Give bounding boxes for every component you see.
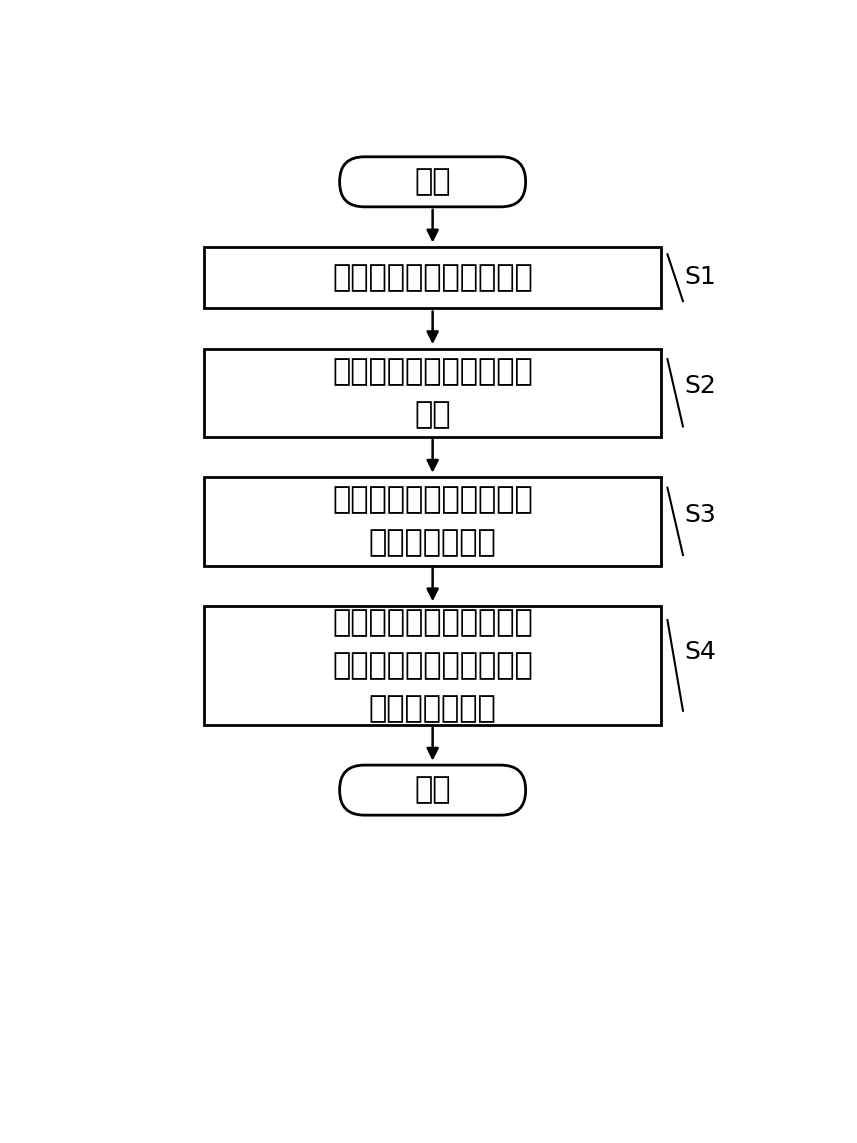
Text: 获取与该槽位对应的地址
信号: 获取与该槽位对应的地址 信号	[333, 357, 533, 429]
Text: 结束: 结束	[415, 776, 451, 805]
Text: S2: S2	[685, 374, 716, 398]
Text: 接收板卡发出的类型信号: 接收板卡发出的类型信号	[333, 263, 533, 293]
Text: S1: S1	[685, 265, 716, 289]
FancyBboxPatch shape	[339, 157, 525, 207]
Bar	[204, 247, 662, 309]
FancyBboxPatch shape	[339, 765, 525, 815]
Bar	[204, 349, 662, 437]
Text: S3: S3	[685, 503, 716, 527]
Text: 接收对应的类型信号、地
址信号后进行板卡类型和
板卡地址的识别: 接收对应的类型信号、地 址信号后进行板卡类型和 板卡地址的识别	[333, 608, 533, 722]
Text: 在控制下进行类型信号或
地址型号的切换: 在控制下进行类型信号或 地址型号的切换	[333, 486, 533, 558]
Text: S4: S4	[685, 640, 716, 664]
Bar	[204, 606, 662, 725]
Text: 开始: 开始	[415, 167, 451, 197]
Bar	[204, 477, 662, 566]
